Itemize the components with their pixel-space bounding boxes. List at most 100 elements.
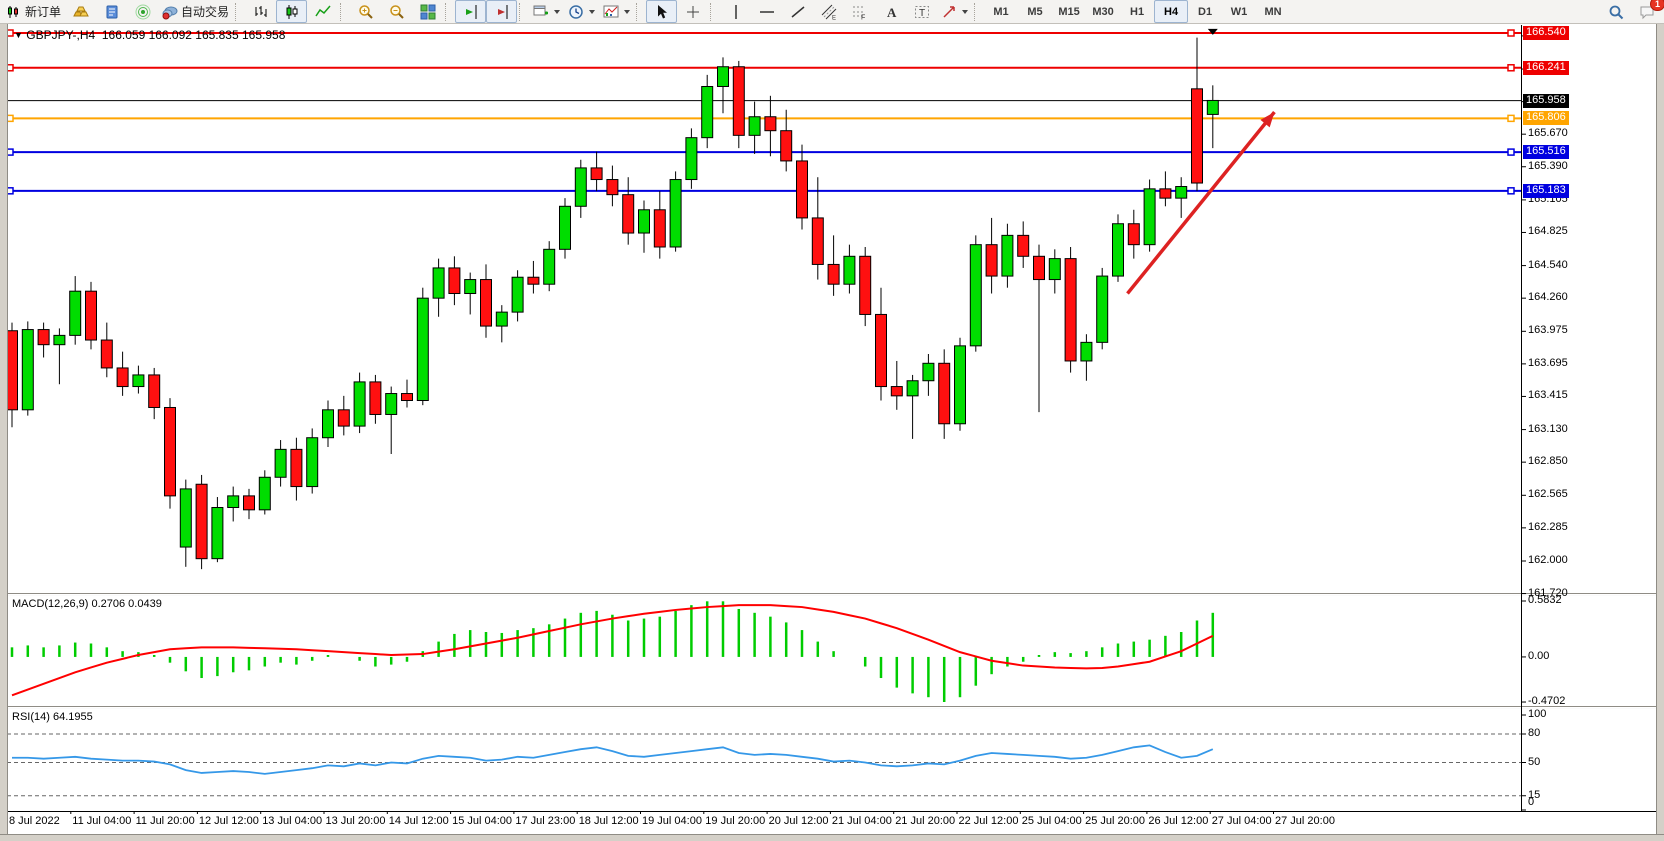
zoom-out-button[interactable] xyxy=(381,0,412,23)
addchart-icon xyxy=(533,5,549,15)
market-watch-button[interactable] xyxy=(65,0,96,23)
cursor-icon xyxy=(657,4,667,18)
gold-icon xyxy=(72,6,89,16)
timeframe-h4-button[interactable]: H4 xyxy=(1154,0,1189,23)
time-axis-label: 14 Jul 12:00 xyxy=(388,815,449,827)
tile-icon xyxy=(420,4,436,19)
cursor-button[interactable] xyxy=(646,0,678,23)
down-triangle-marker xyxy=(1207,28,1218,35)
equidistant-channel-button[interactable]: E xyxy=(813,0,844,23)
data-window-button[interactable] xyxy=(96,0,127,23)
timeframe-h1-button[interactable]: H1 xyxy=(1130,5,1145,18)
toolbar-separator xyxy=(636,2,644,21)
price-axis-tick: 165.390 xyxy=(1528,159,1568,172)
timeframe-d1-button[interactable]: D1 xyxy=(1198,5,1213,18)
time-axis-label: 19 Jul 20:00 xyxy=(705,815,766,827)
price-axis-tick: 162.285 xyxy=(1528,520,1568,533)
new-order-button[interactable]: 新订单 xyxy=(2,0,65,23)
candlestick-chart-button[interactable] xyxy=(276,0,308,23)
time-axis-label: 13 Jul 20:00 xyxy=(325,815,386,827)
fibonacci-button[interactable]: F xyxy=(844,0,875,23)
toolbar-separator xyxy=(235,2,243,21)
text-label-button[interactable]: T xyxy=(906,0,937,23)
price-line-badge: 165.183 xyxy=(1523,183,1569,198)
chart-title-collapse-icon[interactable]: ▼ xyxy=(14,30,23,40)
time-axis-label: 17 Jul 23:00 xyxy=(515,815,576,827)
svg-text:F: F xyxy=(861,14,865,20)
price-axis-tick: 162.850 xyxy=(1528,455,1568,468)
price-line-badge: 165.806 xyxy=(1523,111,1569,126)
chart-shift-button[interactable] xyxy=(455,0,487,23)
bars-icon xyxy=(255,5,267,17)
timeframe-m30-button[interactable]: M30 xyxy=(1092,5,1114,18)
fibo-icon: F xyxy=(852,6,865,20)
time-axis-label: 13 Jul 04:00 xyxy=(262,815,323,827)
auto-scroll-button[interactable] xyxy=(486,0,518,23)
timeframe-m5-button[interactable]: M5 xyxy=(1027,5,1043,18)
toolbar-separator xyxy=(445,2,453,21)
time-axis-label: 11 Jul 04:00 xyxy=(72,815,132,827)
line-chart-button[interactable] xyxy=(307,0,338,23)
shift-icon xyxy=(465,4,477,19)
price-axis-tick: 163.415 xyxy=(1528,389,1568,402)
timeframe-m1-button[interactable]: M1 xyxy=(993,5,1009,18)
time-axis-label: 11 Jul 20:00 xyxy=(135,815,195,827)
toolbar-separator xyxy=(519,2,527,21)
period-button[interactable] xyxy=(564,0,599,23)
search-button[interactable] xyxy=(1600,0,1631,23)
profile-icon xyxy=(106,5,118,18)
crosshair-icon xyxy=(686,5,699,18)
time-axis-label: 25 Jul 04:00 xyxy=(1021,815,1082,827)
zoomout-icon xyxy=(389,4,404,19)
channel-icon: E xyxy=(821,4,836,20)
dropdown-caret-icon[interactable] xyxy=(554,9,561,14)
macd-indicator-label: MACD(12,26,9) 0.2706 0.0439 xyxy=(12,598,162,610)
autotrading-button[interactable]: 自动交易 xyxy=(158,0,233,23)
time-axis-label: 21 Jul 20:00 xyxy=(895,815,956,827)
rsi-axis-tick: 50 xyxy=(1528,755,1541,768)
template-button[interactable] xyxy=(599,0,634,23)
notification-badge: 1 xyxy=(1649,0,1664,11)
trendline-button[interactable] xyxy=(782,0,813,23)
new-order-button-label: 新订单 xyxy=(25,5,62,19)
toolbar-separator xyxy=(340,2,348,21)
horizontal-line-button[interactable] xyxy=(751,0,782,23)
time-axis-label: 27 Jul 04:00 xyxy=(1211,815,1272,827)
rsi-axis-tick: 0 xyxy=(1528,796,1535,808)
time-axis-label: 26 Jul 12:00 xyxy=(1148,815,1209,827)
window-left-border xyxy=(0,24,8,841)
candles-icon xyxy=(286,4,298,19)
time-axis-label: 19 Jul 04:00 xyxy=(642,815,702,827)
arrows-button[interactable] xyxy=(937,0,972,23)
time-axis-label: 22 Jul 12:00 xyxy=(958,815,1019,827)
dropdown-caret-icon[interactable] xyxy=(589,9,596,14)
autotrading-button-label: 自动交易 xyxy=(181,5,230,19)
time-axis-label: 21 Jul 04:00 xyxy=(831,815,892,827)
linechart-icon xyxy=(314,5,331,16)
text-button[interactable]: A xyxy=(875,0,906,23)
dropdown-caret-icon[interactable] xyxy=(962,9,969,14)
dropdown-caret-icon[interactable] xyxy=(624,9,631,14)
bar-chart-button[interactable] xyxy=(245,0,276,23)
zoom-in-button[interactable] xyxy=(350,0,381,23)
price-line-badge: 165.516 xyxy=(1523,145,1569,160)
tile-windows-button[interactable] xyxy=(412,0,443,23)
vertical-line-button[interactable] xyxy=(720,0,751,23)
notifications-button[interactable]: 1 xyxy=(1631,0,1664,23)
search-icon xyxy=(1609,5,1623,19)
toolbar-separator xyxy=(710,2,718,21)
new-chart-button[interactable] xyxy=(529,0,564,23)
crosshair-button[interactable] xyxy=(677,0,708,23)
timeframe-m15-button[interactable]: M15 xyxy=(1058,5,1080,18)
timeframe-w1-button[interactable]: W1 xyxy=(1230,5,1248,18)
price-axis-tick: 163.130 xyxy=(1528,422,1568,435)
time-axis-label: 25 Jul 20:00 xyxy=(1085,815,1146,827)
price-axis-tick: 164.540 xyxy=(1528,258,1568,271)
signals-button[interactable] xyxy=(127,0,158,23)
price-line-badge: 166.540 xyxy=(1523,26,1569,40)
timeframe-mn-button[interactable]: MN xyxy=(1264,5,1282,18)
price-axis-tick: 162.000 xyxy=(1528,554,1568,566)
trend-icon xyxy=(791,5,805,18)
time-axis-label: 15 Jul 04:00 xyxy=(452,815,513,827)
